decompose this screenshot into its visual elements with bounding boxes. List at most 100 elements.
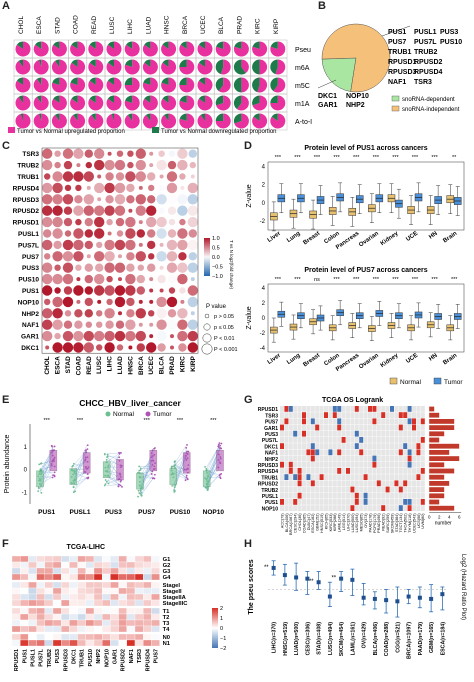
bubble-c [179, 173, 186, 180]
point-normal-e [105, 480, 108, 483]
bubble-c [179, 218, 186, 226]
cell-g [337, 499, 342, 505]
cell-g [385, 418, 390, 425]
cell-g [324, 480, 328, 487]
cell-g [385, 406, 390, 412]
point-h [339, 576, 344, 581]
cell-g [284, 480, 289, 487]
cell-g [324, 486, 328, 493]
cell-g [359, 443, 364, 449]
pie-down-slice [215, 59, 224, 75]
cell-g [306, 430, 311, 437]
cell-g [310, 418, 315, 425]
cell-g [284, 443, 289, 449]
cell-f [118, 593, 127, 601]
cell-f [85, 593, 95, 601]
point-tumor-e [219, 476, 221, 478]
pie-down-slice [91, 113, 96, 121]
bubble-c [156, 319, 167, 330]
pie-up-slice [70, 59, 86, 75]
cell-g [368, 505, 372, 511]
pvalue-circle-c [202, 333, 212, 343]
cell-g [416, 461, 421, 468]
sig-d: ** [452, 155, 457, 161]
bubble-c [62, 296, 74, 308]
cell-g [310, 492, 315, 499]
cell-g [297, 406, 302, 412]
cell-g [412, 443, 416, 449]
cell-f [52, 625, 62, 633]
bubble-c [115, 320, 125, 329]
bubble-c [156, 251, 167, 262]
gene-label-e: NOP10 [203, 509, 225, 516]
bubble-c [147, 172, 156, 181]
cell-g [407, 449, 412, 456]
sig-e: *** [177, 418, 184, 424]
cell-g [328, 468, 333, 474]
cell-g [341, 443, 346, 449]
cell-f [134, 607, 144, 615]
pie-up-slice [215, 113, 231, 129]
cell-g [297, 492, 302, 499]
cell-g [376, 480, 381, 487]
row-label-f: G4 [163, 575, 172, 581]
cell-g [398, 480, 403, 487]
cell-g [403, 418, 408, 425]
cancer-label-h: HNSC(n=519) [283, 622, 289, 656]
cell-g [332, 474, 337, 480]
bubble-c [83, 205, 95, 216]
cell-g [416, 430, 421, 437]
cell-g [420, 430, 425, 437]
pie-up-slice [106, 113, 122, 129]
point-normal-e [174, 460, 176, 463]
gene-label-g: NHP2 [265, 457, 279, 463]
cell-g [332, 468, 337, 474]
gene-label-g: DKC1 [264, 444, 278, 450]
cell-f [102, 573, 111, 581]
cell-g [372, 468, 377, 474]
pie-up-slice [275, 59, 286, 75]
cancer-label-a: UCEC [200, 15, 207, 34]
bubble-c [166, 171, 178, 182]
cell-f [110, 633, 119, 641]
cell-g [288, 486, 293, 493]
cancer-label-g: MESO(85) [360, 513, 364, 532]
cell-f [126, 607, 136, 615]
pie-down-slice [198, 95, 205, 103]
cell-f [11, 613, 21, 621]
cell-g [284, 412, 289, 418]
point-normal-e [73, 462, 75, 465]
point-tumor-e [184, 479, 187, 482]
pie-up-slice [15, 113, 31, 129]
cell-g [403, 424, 408, 431]
bubble-c [74, 309, 83, 318]
cell-g [412, 437, 416, 443]
cell-g [412, 505, 416, 511]
point-normal-e [106, 456, 108, 459]
cell-g [368, 430, 372, 437]
bubble-c [42, 216, 53, 228]
cell-g [337, 486, 342, 493]
cell-f [110, 625, 119, 633]
cell-f [134, 599, 144, 607]
point-tumor-e [118, 456, 121, 459]
row-label-f: T3 [163, 621, 171, 627]
cell-g [363, 499, 368, 505]
cell-g [297, 412, 302, 418]
cell-f [69, 593, 78, 601]
cell-g [376, 505, 381, 511]
point-normal-e [40, 491, 43, 494]
cell-g [385, 449, 390, 456]
cell-f [110, 599, 119, 607]
gene-label-g: PUS3 [265, 432, 278, 438]
sig-h: ** [309, 579, 314, 585]
bubble-c [178, 252, 187, 261]
pie-down-slice [71, 59, 78, 67]
cell-g [403, 468, 408, 474]
cell-g [302, 443, 306, 449]
pie-down-slice [233, 77, 242, 93]
pie-down-slice [162, 41, 169, 49]
cell-g [390, 418, 394, 425]
row-label-a: A-to-I [295, 119, 312, 126]
bubble-c [104, 262, 115, 273]
